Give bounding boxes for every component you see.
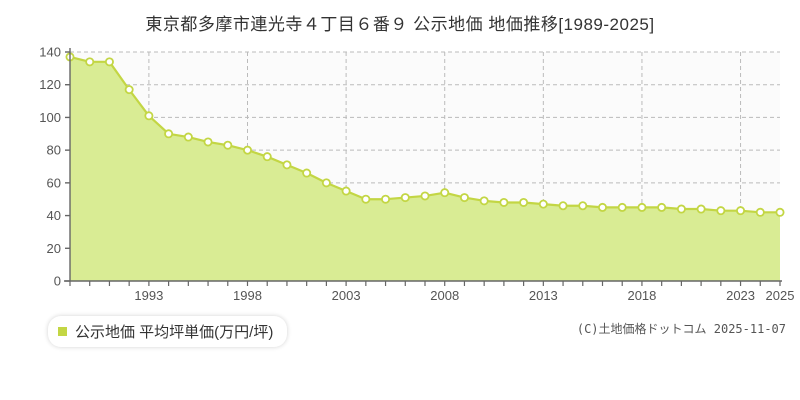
data-point-marker[interactable]: [637, 202, 647, 212]
data-point-marker[interactable]: [598, 202, 608, 212]
data-point-marker[interactable]: [242, 145, 252, 155]
data-point-marker[interactable]: [676, 204, 686, 214]
data-point-marker[interactable]: [302, 168, 312, 178]
data-point-marker[interactable]: [262, 152, 272, 162]
data-point-marker[interactable]: [164, 129, 174, 139]
y-axis-label: 80: [47, 143, 61, 158]
data-point-marker[interactable]: [361, 194, 371, 204]
data-point-marker[interactable]: [381, 194, 391, 204]
data-point-marker[interactable]: [578, 201, 588, 211]
data-point-marker[interactable]: [538, 199, 548, 209]
credit-text: (C)土地価格ドットコム 2025-11-07: [576, 322, 786, 336]
x-axis-label: 2023: [726, 288, 755, 303]
data-point-marker[interactable]: [144, 111, 154, 121]
x-axis-label: 1993: [134, 288, 163, 303]
x-axis-label: 1998: [233, 288, 262, 303]
y-axis-label: 100: [39, 110, 61, 125]
y-axis-label: 0: [54, 274, 61, 289]
data-point-marker[interactable]: [420, 191, 430, 201]
chart-legend[interactable]: 公示地価 平均坪単価(万円/坪): [48, 316, 288, 347]
legend-label: 公示地価 平均坪単価(万円/坪): [75, 324, 274, 341]
x-axis-label: 2003: [332, 288, 361, 303]
y-axis-label: 40: [47, 208, 61, 223]
data-point-marker[interactable]: [341, 186, 351, 196]
data-point-marker[interactable]: [223, 140, 233, 150]
data-point-marker[interactable]: [755, 207, 765, 217]
x-axis-label: 2018: [627, 288, 656, 303]
x-axis-label: 2008: [430, 288, 459, 303]
data-point-marker[interactable]: [716, 206, 726, 216]
data-point-marker[interactable]: [617, 202, 627, 212]
data-point-marker[interactable]: [657, 202, 667, 212]
data-point-marker[interactable]: [696, 204, 706, 214]
area-fill: [70, 56, 780, 282]
data-point-marker[interactable]: [282, 160, 292, 170]
y-axis-label: 120: [39, 77, 61, 92]
data-point-marker[interactable]: [400, 193, 410, 203]
data-point-marker[interactable]: [558, 201, 568, 211]
y-axis-label: 60: [47, 175, 61, 190]
x-axis-label: 2013: [529, 288, 558, 303]
data-point-marker[interactable]: [519, 197, 529, 207]
data-point-marker[interactable]: [499, 197, 509, 207]
legend-swatch-icon: [58, 327, 67, 336]
page-title: 東京都多摩市連光寺４丁目６番９ 公示地価 地価推移[1989-2025]: [145, 15, 655, 34]
data-point-marker[interactable]: [124, 85, 134, 95]
data-point-marker[interactable]: [440, 188, 450, 198]
y-axis-label: 20: [47, 241, 61, 256]
data-point-marker[interactable]: [104, 57, 114, 67]
data-point-marker[interactable]: [479, 196, 489, 206]
data-point-marker[interactable]: [203, 137, 213, 147]
data-point-marker[interactable]: [321, 178, 331, 188]
x-axis-label: 2025: [766, 288, 795, 303]
y-axis-label: 140: [39, 45, 61, 60]
data-point-marker[interactable]: [183, 132, 193, 142]
data-point-marker[interactable]: [459, 193, 469, 203]
data-point-marker[interactable]: [775, 207, 785, 217]
data-point-marker[interactable]: [85, 57, 95, 67]
data-point-marker[interactable]: [736, 206, 746, 216]
